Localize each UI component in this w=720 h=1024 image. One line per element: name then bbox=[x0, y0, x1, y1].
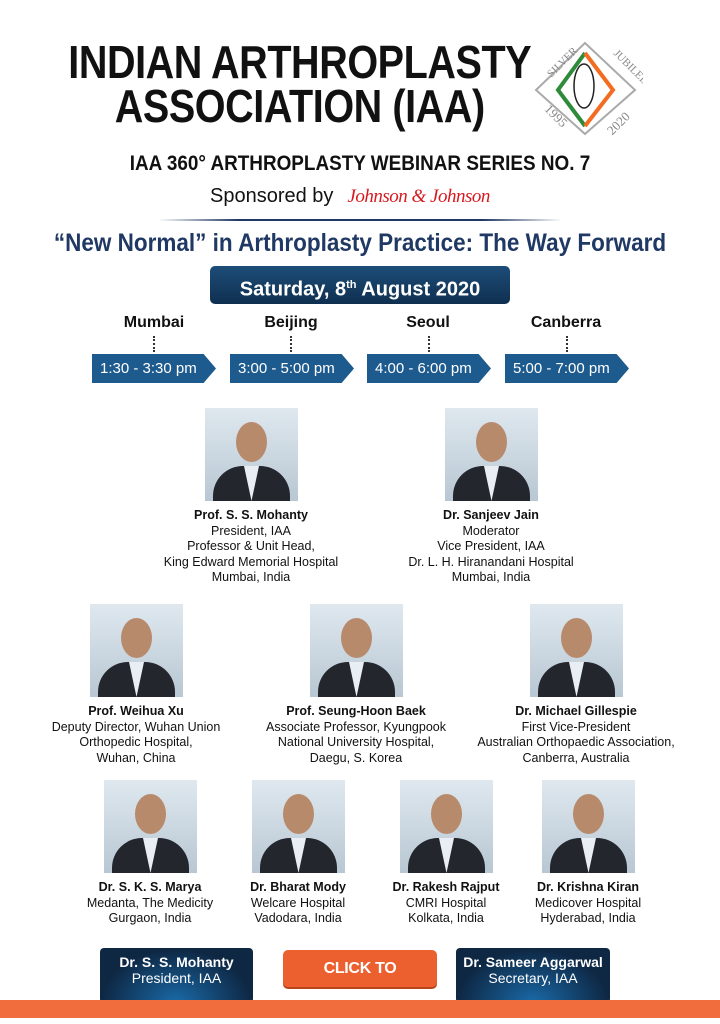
speaker-photo bbox=[90, 604, 183, 697]
speaker-bio: Dr. Sanjeev Jain Moderator Vice President,… bbox=[376, 508, 606, 586]
speaker-photo bbox=[400, 780, 493, 873]
city-label: Canberra bbox=[530, 314, 602, 331]
speaker-bio: Prof. Weihua Xu Deputy Director, Wuhan Un… bbox=[21, 704, 251, 766]
speaker-detail: Hyderabad, India bbox=[540, 911, 636, 925]
speaker-detail: Dr. L. H. Hiranandani Hospital bbox=[408, 554, 574, 569]
date-day: Saturday, 8 bbox=[239, 278, 347, 301]
time-arrow: 5:00 - 7:00 pm bbox=[505, 354, 629, 383]
speaker-bio: Prof. Seung-Hoon Baek Associate Professor… bbox=[241, 704, 471, 766]
secretary-role: Secretary, IAA bbox=[488, 970, 578, 986]
speaker-detail: Mumbai, India bbox=[211, 570, 291, 584]
speaker-bio: Dr. Michael Gillespie First Vice-Presiden… bbox=[461, 704, 691, 766]
speaker-detail: CMRI Hospital bbox=[405, 895, 487, 910]
speaker-bio: Dr. S. K. S. Marya Medanta, The Medicity G… bbox=[35, 880, 265, 927]
president-badge: Dr. S. S. Mohanty President, IAA bbox=[100, 948, 253, 1003]
speaker-detail: Wuhan, China bbox=[96, 750, 176, 765]
speaker-detail: Mumbai, India bbox=[451, 570, 531, 584]
speaker-detail: Orthopedic Hospital, bbox=[79, 735, 193, 749]
city-label: Mumbai bbox=[123, 314, 185, 331]
speaker-photo bbox=[310, 604, 403, 697]
speaker-photo bbox=[104, 780, 197, 873]
speaker-detail: National University Hospital, bbox=[277, 735, 435, 749]
date-month-year: August 2020 bbox=[356, 278, 481, 301]
speaker-photo bbox=[530, 604, 623, 697]
speaker-photo bbox=[542, 780, 635, 873]
speaker-photo bbox=[445, 408, 538, 501]
time-arrow: 4:00 - 6:00 pm bbox=[367, 354, 491, 383]
speaker-name: Dr. Rakesh Rajput bbox=[392, 880, 500, 894]
speaker-name: Prof. Seung-Hoon Baek bbox=[286, 704, 426, 718]
date-ordinal: th bbox=[346, 279, 357, 291]
divider bbox=[158, 219, 562, 221]
speaker-name: Dr. Bharat Mody bbox=[250, 880, 346, 894]
sponsored-by-label: Sponsored by bbox=[210, 185, 334, 207]
dotted-connector bbox=[290, 336, 292, 352]
time-arrow: 1:30 - 3:30 pm bbox=[92, 354, 216, 383]
speaker-detail: King Edward Memorial Hospital bbox=[163, 554, 339, 569]
speaker-detail: Medicover Hospital bbox=[534, 895, 642, 910]
org-title-line1: INDIAN ARTHROPLASTY bbox=[68, 36, 532, 88]
date-banner: Saturday, 8th August 2020 bbox=[210, 266, 510, 304]
time-arrow: 3:00 - 5:00 pm bbox=[230, 354, 354, 383]
speaker-photo bbox=[205, 408, 298, 501]
speaker-photo bbox=[252, 780, 345, 873]
speaker-detail: Moderator bbox=[462, 523, 520, 538]
speaker-name: Prof. Weihua Xu bbox=[88, 704, 184, 718]
dotted-connector bbox=[428, 336, 430, 352]
speaker-detail: First Vice-President bbox=[521, 719, 631, 734]
city-label: Seoul bbox=[406, 314, 450, 331]
speaker-detail: Canberra, Australia bbox=[522, 750, 630, 765]
speaker-detail: Associate Professor, Kyungpook bbox=[266, 719, 446, 734]
speaker-name: Dr. Krishna Kiran bbox=[536, 880, 640, 894]
speaker-detail: Australian Orthopaedic Association, bbox=[477, 735, 675, 749]
sponsor-logo: Johnson & Johnson bbox=[347, 185, 490, 207]
speaker-detail: Professor & Unit Head, bbox=[187, 539, 315, 553]
city-label: Beijing bbox=[264, 314, 318, 331]
speaker-bio: Prof. S. S. Mohanty President, IAA Profess… bbox=[136, 508, 366, 586]
webinar-topic: “New Normal” in Arthroplasty Practice: T… bbox=[53, 229, 667, 257]
org-title-line2: ASSOCIATION (IAA) bbox=[114, 80, 485, 132]
webinar-series-title: IAA 360° ARTHROPLASTY WEBINAR SERIES NO.… bbox=[129, 152, 591, 175]
secretary-name: Dr. Sameer Aggarwal bbox=[463, 954, 603, 970]
silver-jubilee-logo: SILVER JUBILEE 1995 2020 bbox=[534, 41, 643, 138]
speaker-detail: Vice President, IAA bbox=[437, 539, 545, 553]
speaker-detail: Welcare Hospital bbox=[250, 895, 346, 910]
dotted-connector bbox=[153, 336, 155, 352]
speaker-detail: Vadodara, India bbox=[254, 911, 342, 925]
speaker-name: Dr. S. K. S. Marya bbox=[98, 880, 202, 894]
speaker-detail: Medanta, The Medicity bbox=[86, 895, 214, 910]
speaker-detail: Kolkata, India bbox=[408, 911, 484, 925]
speaker-detail: Daegu, S. Korea bbox=[309, 750, 403, 765]
footer-bar bbox=[0, 1000, 720, 1018]
speaker-detail: President, IAA bbox=[211, 523, 291, 538]
svg-text:1995: 1995 bbox=[542, 101, 571, 130]
register-button[interactable]: CLICK TO REGISTER bbox=[283, 950, 437, 1014]
speaker-bio: Dr. Krishna Kiran Medicover Hospital Hyder… bbox=[473, 880, 703, 927]
svg-text:JUBILEE: JUBILEE bbox=[611, 47, 643, 86]
sponsor-line: Sponsored by Johnson & Johnson bbox=[210, 185, 490, 208]
secretary-badge: Dr. Sameer Aggarwal Secretary, IAA bbox=[456, 948, 610, 1003]
speaker-detail: Deputy Director, Wuhan Union bbox=[51, 719, 221, 734]
speaker-bio: Dr. Bharat Mody Welcare Hospital Vadodara,… bbox=[183, 880, 413, 927]
speaker-name: Dr. Michael Gillespie bbox=[515, 704, 637, 718]
speaker-name: Dr. Sanjeev Jain bbox=[443, 508, 539, 522]
president-name: Dr. S. S. Mohanty bbox=[119, 954, 234, 970]
dotted-connector bbox=[566, 336, 568, 352]
speaker-detail: Gurgaon, India bbox=[108, 911, 192, 925]
speaker-bio: Dr. Rakesh Rajput CMRI Hospital Kolkata, I… bbox=[331, 880, 561, 927]
president-role: President, IAA bbox=[131, 970, 222, 986]
speaker-name: Prof. S. S. Mohanty bbox=[194, 508, 308, 522]
